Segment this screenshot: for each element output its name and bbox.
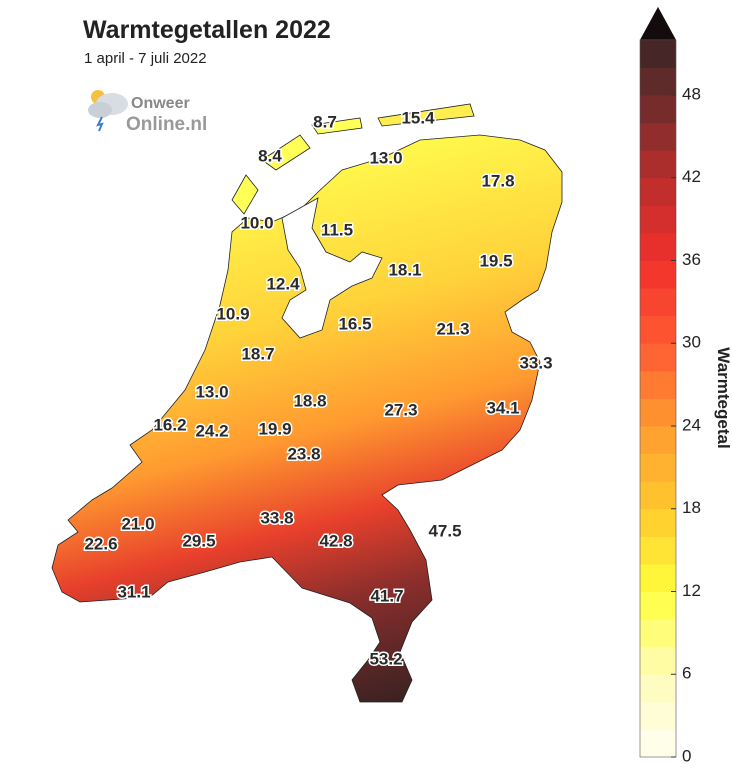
colorbar-tick-label: 0: [682, 746, 691, 765]
colorbar-band: [640, 288, 676, 317]
station-value: 8.7: [313, 112, 337, 131]
colorbar-band: [640, 619, 676, 648]
station-value: 11.5: [321, 220, 353, 239]
colorbar-band: [640, 701, 676, 730]
colorbar-band: [640, 370, 676, 399]
lake: [281, 197, 383, 339]
subtitle: 1 april - 7 juli 2022: [84, 50, 207, 67]
station-value: 16.2: [153, 415, 186, 434]
colorbar-band: [640, 729, 676, 758]
colorbar-band: [640, 260, 676, 289]
station-value: 23.8: [287, 444, 320, 463]
station-value: 41.7: [370, 586, 403, 605]
colorbar-band: [640, 536, 676, 565]
colorbar-title: Warmtegetal: [714, 347, 732, 448]
station-value: 16.5: [338, 314, 371, 333]
colorbar-band: [640, 39, 676, 68]
colorbar-tick-label: 48: [682, 84, 701, 103]
colorbar-band: [640, 646, 676, 675]
colorbar-extend: [640, 6, 676, 40]
station-value: 19.9: [258, 419, 291, 438]
title: Warmtegetallen 2022: [83, 16, 331, 44]
colorbar-frame: [639, 39, 677, 758]
colorbar-tick-label: 24: [682, 415, 701, 434]
island: [261, 134, 311, 171]
colorbar-band: [640, 95, 676, 124]
colorbar-band: [640, 453, 676, 482]
colorbar-tick-label: 12: [682, 581, 701, 600]
island: [377, 103, 475, 127]
colorbar-tick-label: 30: [682, 333, 701, 352]
colorbar-band: [640, 591, 676, 620]
colorbar-band: [640, 343, 676, 372]
colorbar-band: [640, 150, 676, 179]
station-value: 33.3: [519, 353, 552, 372]
colorbar-band: [640, 563, 676, 592]
station-value: 10.9: [216, 304, 249, 323]
station-value: 31.1: [117, 582, 150, 601]
station-value: 29.5: [182, 531, 215, 550]
station-value: 22.6: [84, 534, 117, 553]
colorbar-band: [640, 315, 676, 344]
colorbar-band: [640, 674, 676, 703]
land: [51, 134, 563, 703]
station-value: 21.0: [121, 514, 154, 533]
station-value: 18.1: [388, 260, 421, 279]
colorbar-tick-label: 42: [682, 167, 701, 186]
station-value: 21.3: [436, 319, 469, 338]
station-value: 18.8: [293, 391, 326, 410]
colorbar-band: [640, 481, 676, 510]
station-value: 53.2: [369, 649, 402, 668]
logo-line1: Onweer: [131, 95, 190, 112]
island: [311, 117, 363, 135]
colorbar-band: [640, 122, 676, 151]
colorbar-band: [640, 177, 676, 206]
stations: 8.7 15.4 8.4 13.0 17.8 10.0 11.5 18.1 19.5 12.4 10…: [83, 107, 554, 670]
island: [231, 174, 259, 215]
station-value: 34.1: [486, 398, 519, 417]
station-value: 24.2: [195, 421, 228, 440]
station-value: 47.5: [428, 521, 461, 540]
station-value: 12.4: [266, 274, 300, 293]
station-value: 8.4: [258, 146, 282, 165]
station-value: 10.0: [240, 213, 273, 232]
station-value: 18.7: [241, 344, 274, 363]
colorbar-tick-label: 18: [682, 498, 701, 517]
logo: Onweer Online.nl: [88, 90, 207, 135]
colorbar-band: [640, 232, 676, 261]
colorbar-band: [640, 398, 676, 427]
station-value: 27.3: [384, 400, 417, 419]
station-value: 19.5: [479, 251, 512, 270]
station-value: 33.8: [260, 508, 293, 527]
station-value: 17.8: [481, 171, 514, 190]
colorbar-band: [640, 508, 676, 537]
colorbar-band: [640, 426, 676, 455]
colorbar-tick-label: 6: [682, 664, 691, 683]
station-value: 15.4: [401, 108, 435, 127]
colorbar: 0 6 12 18 24 30 36 42 48 Warmtegetal: [639, 6, 732, 765]
map: [51, 103, 563, 703]
station-value: 13.0: [369, 148, 402, 167]
colorbar-band: [640, 67, 676, 96]
colorbar-band: [640, 205, 676, 234]
station-value: 13.0: [195, 382, 228, 401]
station-value: 42.8: [319, 531, 352, 550]
logo-line2: Online.nl: [126, 114, 207, 135]
colorbar-tick-label: 36: [682, 250, 701, 269]
